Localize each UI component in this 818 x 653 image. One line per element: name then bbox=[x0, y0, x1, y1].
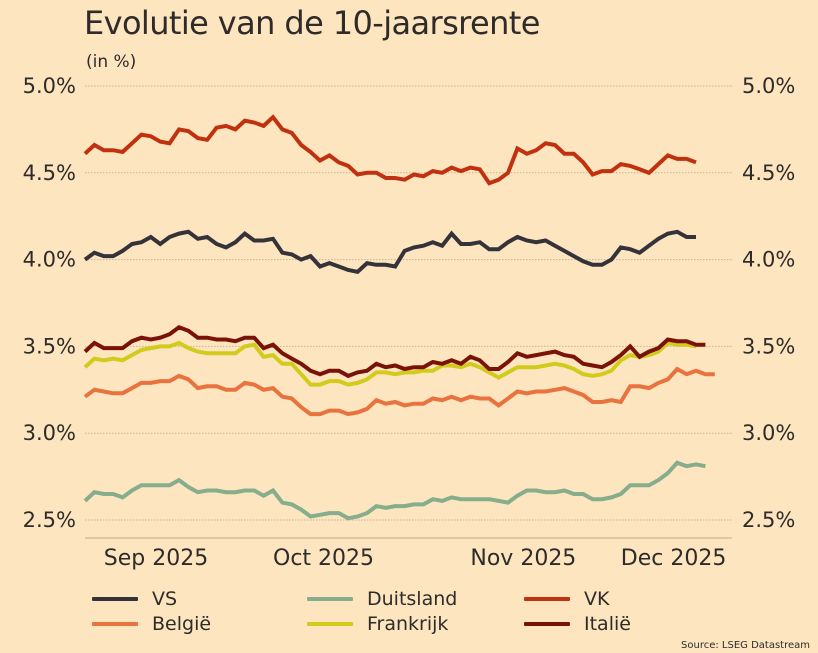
y-axis-right: 5.0% 4.5% 4.0% 3.5% 3.0% 2.5% bbox=[742, 74, 795, 532]
legend-item-belgie: België bbox=[92, 613, 211, 635]
legend-label-italie: Italië bbox=[584, 613, 631, 635]
y-tick-label-right: 3.5% bbox=[742, 334, 795, 358]
legend-item-vs: VS bbox=[92, 588, 177, 610]
x-tick-label: Oct 2025 bbox=[273, 546, 374, 571]
y-axis-left: 5.0% 4.5% 4.0% 3.5% 3.0% 2.5% bbox=[23, 74, 76, 532]
legend-swatch-belgie bbox=[92, 622, 138, 626]
y-tick-label-left: 3.5% bbox=[23, 334, 76, 358]
x-tick-label: Sep 2025 bbox=[104, 546, 208, 571]
series-line-belgie bbox=[83, 366, 715, 417]
legend-swatch-vs bbox=[92, 597, 138, 601]
legend-item-vk: VK bbox=[524, 588, 609, 610]
legend-label-duitsland: Duitsland bbox=[367, 588, 458, 610]
legend-swatch-vk bbox=[524, 597, 570, 601]
y-tick-label-left: 3.0% bbox=[23, 421, 76, 445]
gridlines bbox=[85, 85, 732, 521]
legend-swatch-frankrijk bbox=[307, 622, 353, 626]
y-tick-label-right: 2.5% bbox=[742, 508, 795, 532]
y-tick-label-left: 4.5% bbox=[23, 161, 76, 185]
legend-label-vk: VK bbox=[584, 588, 610, 610]
x-tick-label: Dec 2025 bbox=[621, 546, 727, 571]
legend-label-vs: VS bbox=[152, 588, 178, 610]
y-tick-label-right: 3.0% bbox=[742, 421, 795, 445]
series-line-italie bbox=[83, 325, 706, 379]
series-line-vs bbox=[83, 229, 696, 274]
y-tick-label-right: 4.5% bbox=[742, 161, 795, 185]
legend-label-belgie: België bbox=[152, 613, 212, 635]
series-line-frankrijk bbox=[83, 340, 697, 387]
legend-item-duitsland: Duitsland bbox=[307, 588, 457, 610]
series-line-duitsland bbox=[83, 460, 706, 521]
y-tick-label-left: 4.0% bbox=[23, 248, 76, 272]
legend-label-frankrijk: Frankrijk bbox=[367, 613, 449, 635]
x-tick-label: Nov 2025 bbox=[470, 546, 576, 571]
chart-title: Evolutie van de 10-jaarsrente bbox=[84, 4, 540, 42]
chart-subtitle: (in %) bbox=[86, 52, 137, 72]
legend-item-italie: Italië bbox=[524, 613, 631, 635]
y-tick-label-right: 4.0% bbox=[742, 248, 795, 272]
legend-swatch-duitsland bbox=[307, 597, 353, 601]
x-axis: Sep 2025 Oct 2025 Nov 2025 Dec 2025 bbox=[104, 546, 727, 571]
y-tick-label-left: 2.5% bbox=[23, 508, 76, 532]
series-line-vk bbox=[83, 114, 697, 186]
legend-swatch-italie bbox=[524, 622, 570, 626]
series-lines bbox=[83, 114, 715, 521]
y-tick-label-right: 5.0% bbox=[742, 74, 795, 98]
y-tick-label-left: 5.0% bbox=[23, 74, 76, 98]
legend-item-frankrijk: Frankrijk bbox=[307, 613, 448, 635]
source-note: Source: LSEG Datastream bbox=[681, 640, 810, 651]
